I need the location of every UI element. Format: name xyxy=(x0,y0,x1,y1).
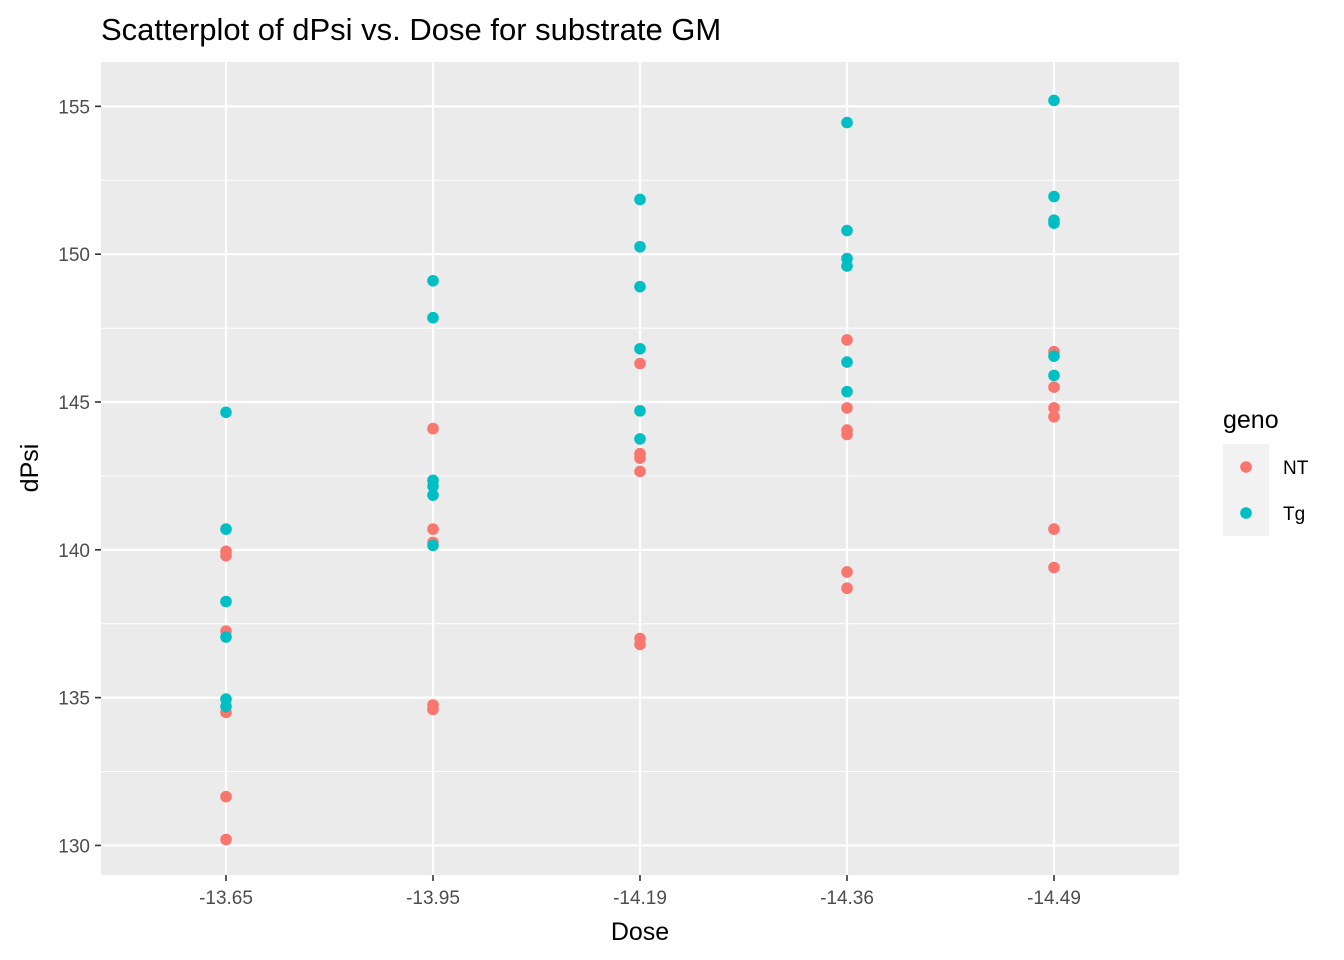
data-point-nt xyxy=(634,357,646,370)
x-tick-label: -13.95 xyxy=(406,888,460,909)
data-point-tg xyxy=(841,260,853,272)
data-point-nt xyxy=(220,833,232,846)
data-point-nt xyxy=(634,638,646,651)
y-tick-label: 135 xyxy=(58,689,90,710)
data-point-nt xyxy=(841,402,853,414)
data-point-nt xyxy=(1048,381,1060,394)
data-points xyxy=(220,94,1060,846)
legend-label-tg: Tg xyxy=(1283,504,1305,525)
y-axis-title: dPsi xyxy=(16,444,44,493)
data-point-nt xyxy=(220,790,232,803)
data-point-tg xyxy=(634,280,646,293)
data-point-nt xyxy=(841,582,853,595)
data-point-tg xyxy=(220,406,232,419)
data-point-nt xyxy=(634,465,646,478)
data-point-tg xyxy=(220,700,232,713)
legend-key-nt xyxy=(1240,461,1252,473)
y-tick-label: 130 xyxy=(58,836,90,857)
data-point-tg xyxy=(1048,217,1060,229)
data-point-tg xyxy=(634,433,646,445)
data-point-tg xyxy=(1048,190,1060,203)
legend-key-background xyxy=(1223,444,1269,536)
data-point-tg xyxy=(427,489,439,501)
data-point-nt xyxy=(1048,523,1060,535)
data-point-nt xyxy=(427,703,439,716)
data-point-nt xyxy=(841,566,853,578)
data-point-tg xyxy=(634,405,646,417)
data-point-tg xyxy=(1048,350,1060,362)
data-point-tg xyxy=(634,342,646,355)
x-tick-label: -14.19 xyxy=(613,888,667,909)
chart-title: Scatterplot of dPsi vs. Dose for substra… xyxy=(101,12,721,47)
data-point-tg xyxy=(841,224,853,237)
data-point-tg xyxy=(427,480,439,493)
data-point-tg xyxy=(1048,369,1060,382)
legend: geno NT Tg xyxy=(1223,406,1309,536)
x-axis-title: Dose xyxy=(611,918,669,946)
data-point-nt xyxy=(634,452,646,464)
y-tick-label: 140 xyxy=(58,541,90,562)
data-point-tg xyxy=(634,193,646,206)
data-point-tg xyxy=(220,595,232,608)
y-tick-label: 155 xyxy=(58,97,90,118)
y-tick-label: 150 xyxy=(58,245,90,266)
data-point-tg xyxy=(841,356,853,368)
data-point-tg xyxy=(841,116,853,129)
x-axis: -13.65 -13.95 -14.19 -14.36 -14.49 xyxy=(199,875,1081,909)
data-point-nt xyxy=(1048,402,1060,414)
data-point-nt xyxy=(427,422,439,435)
x-tick-label: -14.49 xyxy=(1027,888,1081,909)
data-point-tg xyxy=(634,240,646,253)
x-tick-label: -14.36 xyxy=(820,888,874,909)
y-tick-label: 145 xyxy=(58,393,90,414)
data-point-tg xyxy=(841,385,853,398)
data-point-nt xyxy=(841,428,853,441)
legend-label-nt: NT xyxy=(1283,458,1309,479)
data-point-tg xyxy=(1048,94,1060,107)
data-point-nt xyxy=(841,334,853,346)
data-point-tg xyxy=(427,311,439,324)
legend-key-tg xyxy=(1240,507,1252,519)
data-point-nt xyxy=(427,523,439,535)
data-point-tg xyxy=(427,539,439,552)
data-point-tg xyxy=(427,274,439,287)
data-point-nt xyxy=(1048,410,1060,423)
legend-title: geno xyxy=(1223,406,1279,434)
data-point-tg xyxy=(220,523,232,535)
x-tick-label: -13.65 xyxy=(199,888,253,909)
y-axis: 130 135 140 145 150 155 xyxy=(58,97,101,857)
data-point-tg xyxy=(220,631,232,643)
data-point-nt xyxy=(220,549,232,562)
data-point-nt xyxy=(1048,561,1060,574)
